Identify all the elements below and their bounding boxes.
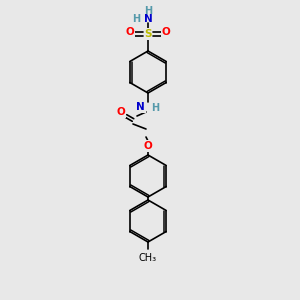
- Text: H: H: [151, 103, 159, 113]
- Text: H: H: [132, 14, 140, 24]
- Text: H: H: [144, 6, 152, 16]
- Text: S: S: [144, 29, 152, 39]
- Text: O: O: [126, 27, 134, 37]
- Text: O: O: [117, 107, 125, 117]
- Text: N: N: [144, 14, 152, 24]
- Text: O: O: [162, 27, 170, 37]
- Text: CH₃: CH₃: [139, 253, 157, 263]
- Text: N: N: [136, 102, 145, 112]
- Text: O: O: [144, 141, 152, 151]
